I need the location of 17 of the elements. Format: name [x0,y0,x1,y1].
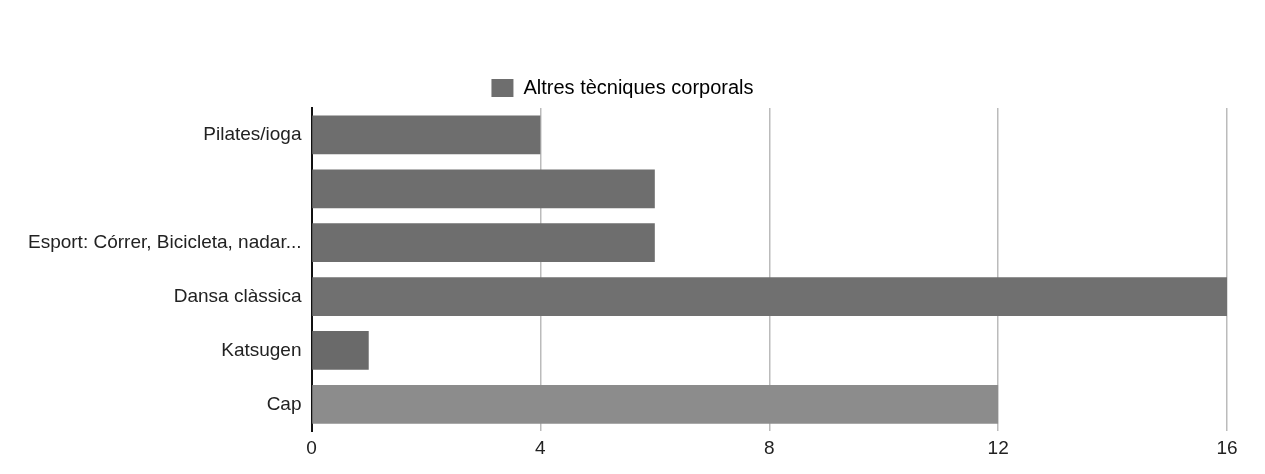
legend-label: Altres tècniques corporals [523,75,754,98]
y-tick-label: Pilates/ioga [203,123,302,145]
bar [312,331,369,370]
x-tick-label: 12 [987,436,1009,458]
bar [312,277,1227,316]
x-tick-label: 0 [306,436,317,458]
bar [312,169,655,209]
bar [312,384,999,424]
x-tick-label: 8 [763,436,775,458]
bar [312,223,655,263]
y-tick-label: Esport: Córrer, Bicicleta, nadar... [27,230,302,252]
y-tick-label: Katsugen [221,338,302,360]
y-tick-label: Cap [266,392,302,414]
x-tick-label: 4 [535,436,547,458]
y-tick-label: Dansa clàssica [173,284,302,306]
x-tick-label: 16 [1216,436,1238,458]
bar [312,115,541,155]
